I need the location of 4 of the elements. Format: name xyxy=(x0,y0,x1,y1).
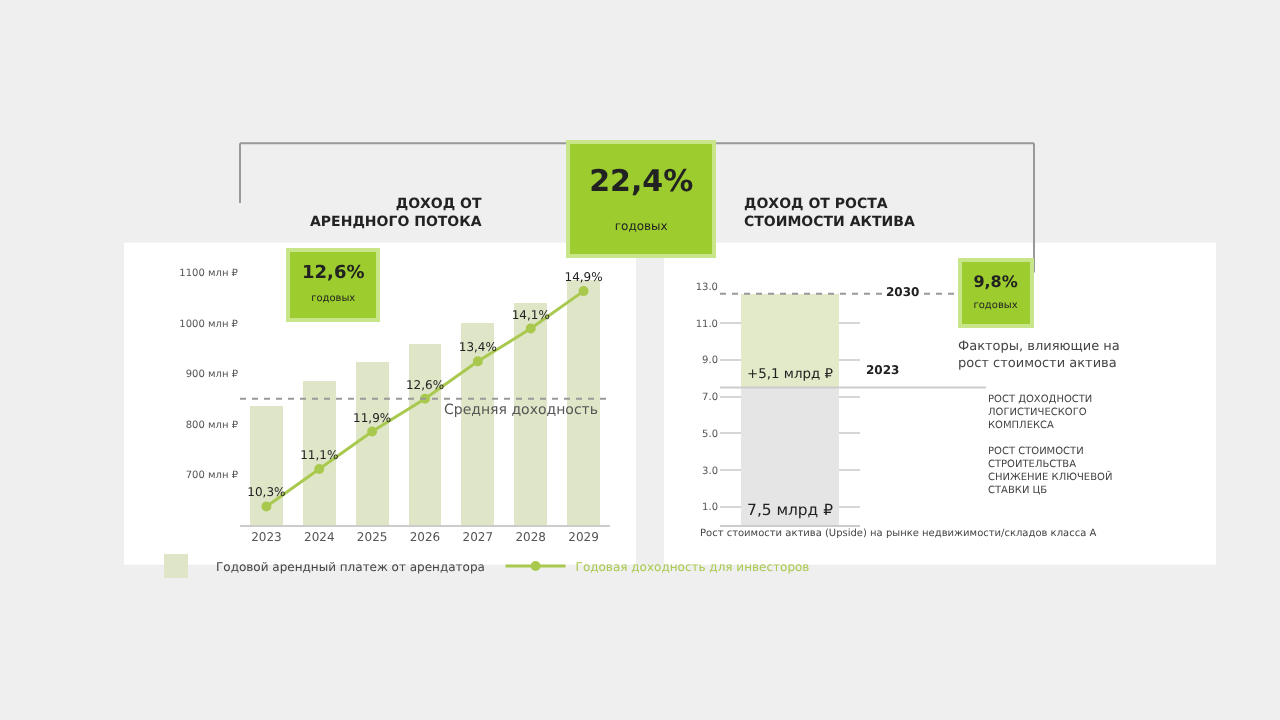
data-label: 7,5 млрд ₽ xyxy=(747,501,834,520)
annotation: 12,6% xyxy=(302,264,365,284)
text: 22,4% xyxy=(589,163,694,200)
text: 9,8% xyxy=(973,273,1018,292)
